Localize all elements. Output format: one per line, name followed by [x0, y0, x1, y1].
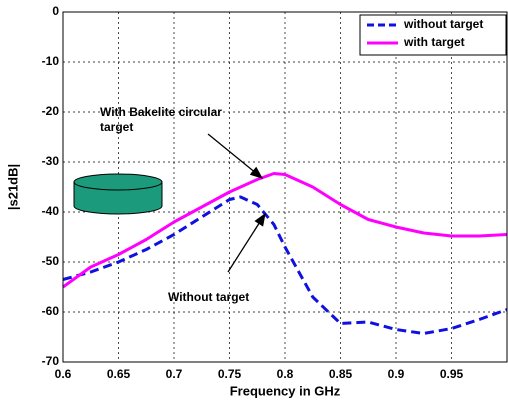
- x-tick-label: 0.95: [440, 367, 464, 381]
- cylinder-icon: [73, 173, 163, 215]
- y-tick-label: -70: [42, 354, 60, 368]
- cylinder-top: [73, 173, 163, 191]
- axes-frame: [62, 11, 508, 363]
- grid: [62, 11, 507, 363]
- y-tick-label: -50: [42, 254, 60, 268]
- x-tick-label: 0.75: [218, 367, 242, 381]
- annotation: target: [100, 120, 133, 134]
- plot-lines: [62, 172, 508, 335]
- legend-label: with target: [403, 35, 465, 49]
- x-tick-label: 0.6: [55, 367, 72, 381]
- x-tick-label: 0.65: [107, 367, 131, 381]
- y-tick-label: -10: [42, 54, 60, 68]
- x-axis-label: Frequency in GHz: [230, 383, 341, 398]
- annotation: With Bakelite circular: [100, 105, 222, 119]
- cylinder-body: [73, 181, 163, 215]
- annotation-arrow: [227, 212, 266, 273]
- x-tick-label: 0.9: [388, 367, 405, 381]
- legend-label: without target: [403, 17, 483, 31]
- series-line: [62, 172, 508, 289]
- legend: without target with target: [359, 14, 507, 56]
- x-tick-label: 0.7: [166, 367, 183, 381]
- legend-box: [359, 14, 507, 56]
- annotation-arrow: [207, 133, 264, 179]
- x-tick-label: 0.85: [329, 367, 353, 381]
- y-tick-label: 0: [52, 4, 59, 18]
- y-tick-label: -20: [42, 104, 60, 118]
- x-tick-label: 0.8: [277, 367, 294, 381]
- y-tick-label: -40: [42, 204, 60, 218]
- annotation: Without target: [168, 290, 249, 304]
- y-tick-label: -30: [42, 154, 60, 168]
- series-line: [62, 195, 508, 335]
- y-tick-label: -60: [42, 304, 60, 318]
- y-axis-label: |s21dB|: [5, 164, 20, 210]
